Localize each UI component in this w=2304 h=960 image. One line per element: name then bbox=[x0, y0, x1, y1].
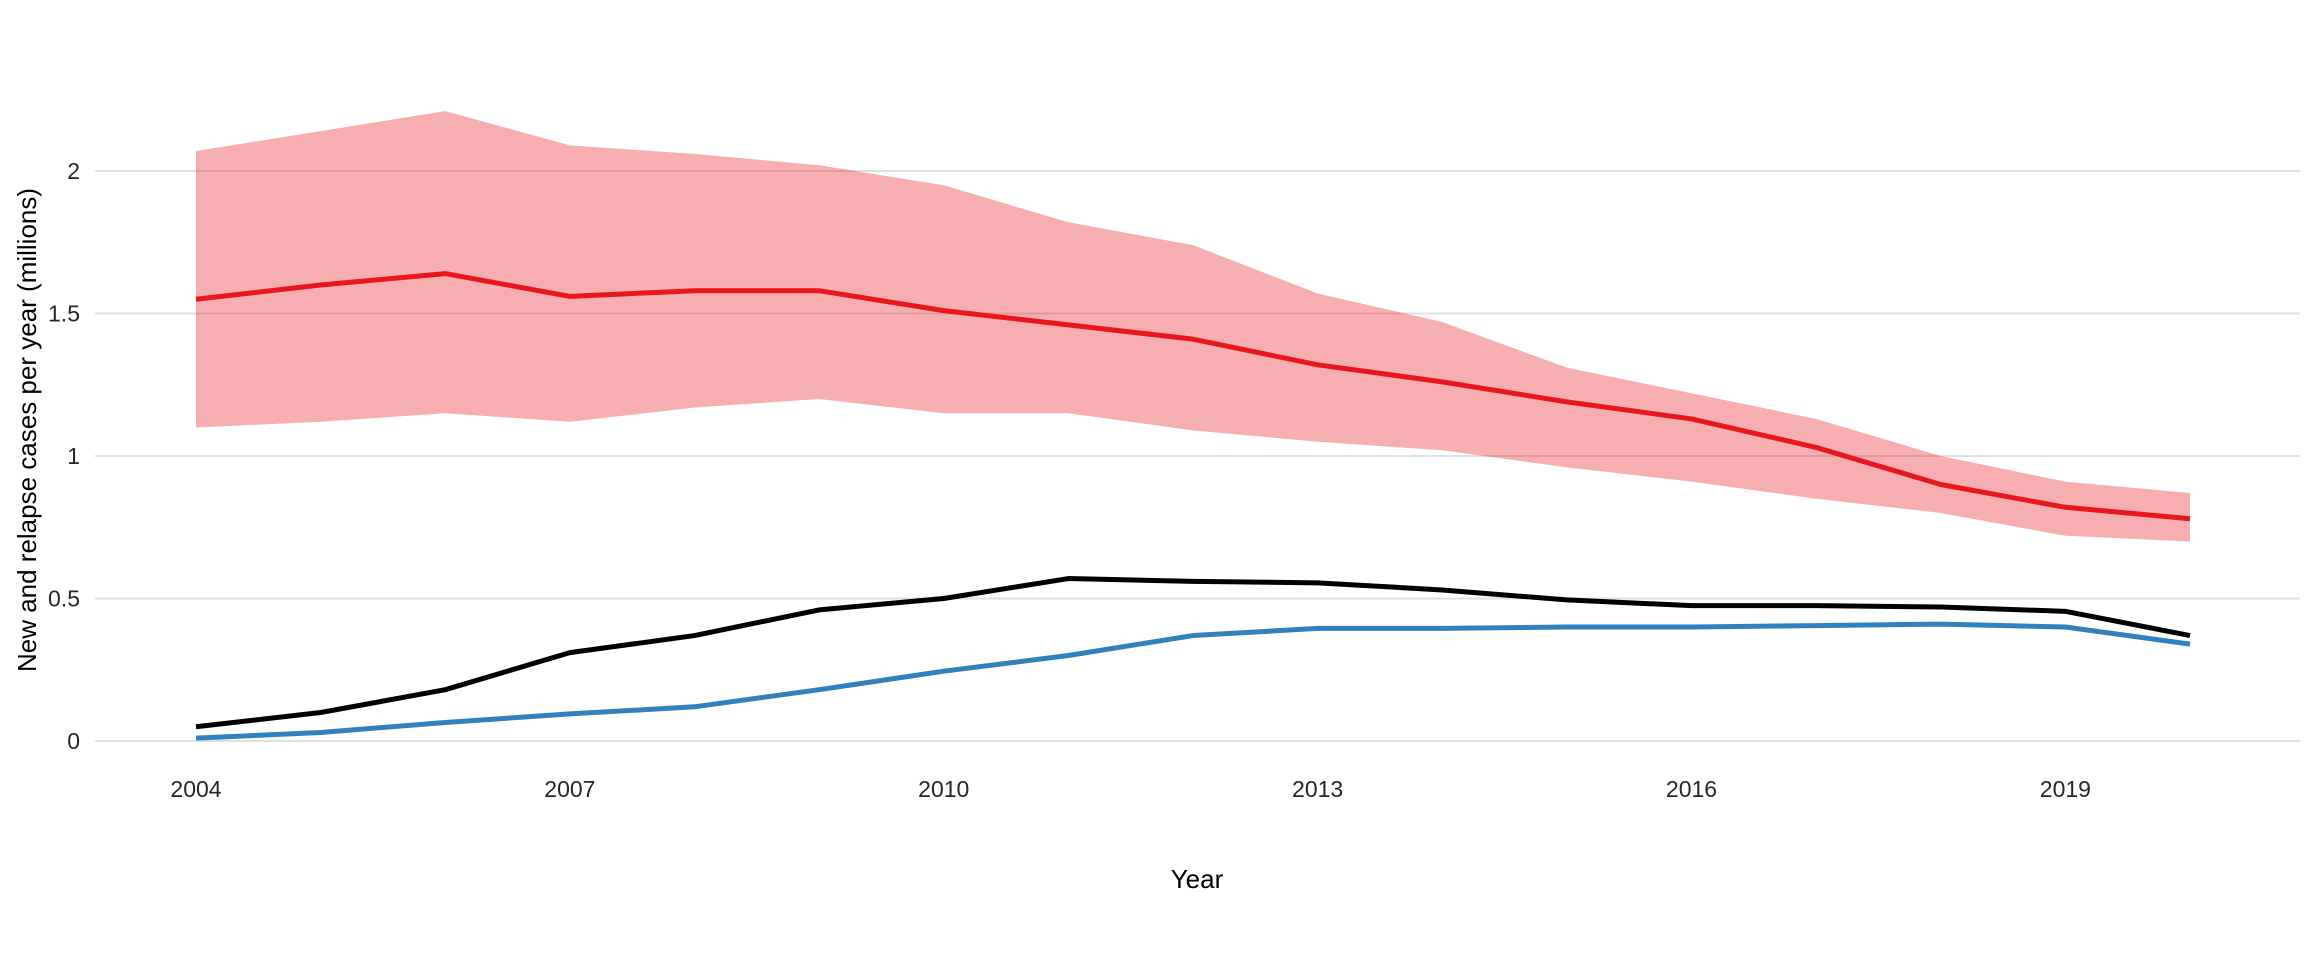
x-tick-label: 2013 bbox=[1292, 776, 1343, 802]
x-tick-label: 2004 bbox=[170, 776, 221, 802]
x-tick-label: 2016 bbox=[1666, 776, 1717, 802]
y-tick-label: 0.5 bbox=[48, 586, 80, 612]
y-axis-tick-labels: 0 0.5 1 1.5 2 bbox=[48, 158, 80, 754]
started-on-art-line bbox=[195, 621, 2191, 741]
x-tick-label: 2019 bbox=[2040, 776, 2091, 802]
y-tick-label: 1.5 bbox=[48, 301, 80, 327]
incidence-uncertainty-band bbox=[196, 111, 2190, 542]
x-tick-label: 2010 bbox=[918, 776, 969, 802]
notified-cases-line bbox=[195, 576, 2191, 730]
y-tick-label: 2 bbox=[67, 158, 80, 184]
estimated-incidence-line bbox=[195, 271, 2191, 522]
y-axis-title: New and relapse cases per year (millions… bbox=[12, 188, 42, 672]
gridlines bbox=[95, 170, 2300, 742]
x-tick-label: 2007 bbox=[544, 776, 595, 802]
y-tick-label: 1 bbox=[67, 443, 80, 469]
y-tick-label: 0 bbox=[67, 728, 80, 754]
x-axis-tick-labels: 2004 2007 2010 2013 2016 2019 bbox=[170, 776, 2091, 802]
x-axis-title: Year bbox=[1171, 864, 1224, 894]
